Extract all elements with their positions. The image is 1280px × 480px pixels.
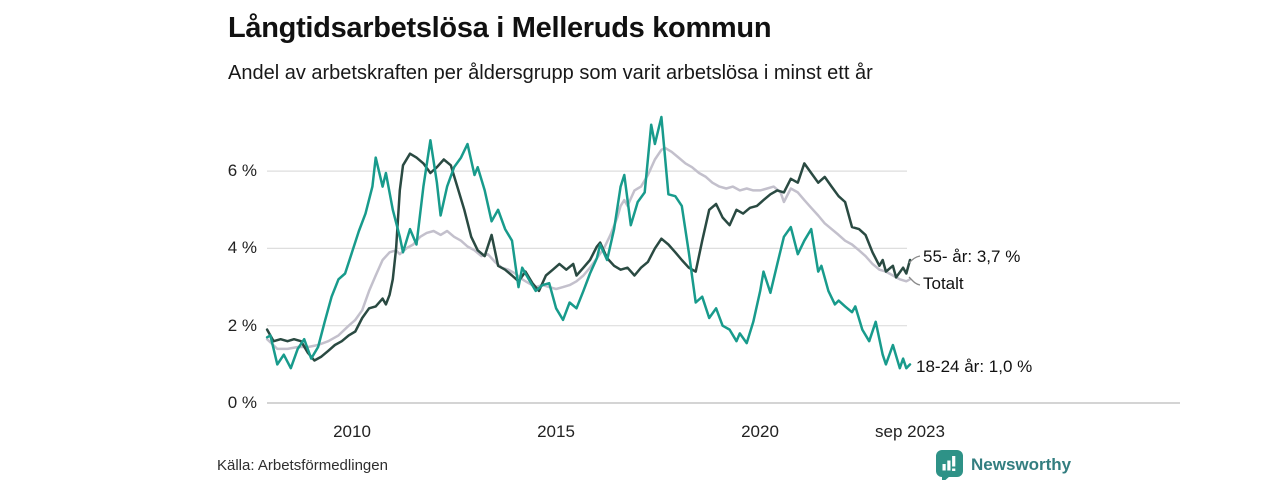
source-note: Källa: Arbetsförmedlingen [217, 457, 388, 474]
series-end-label-55: 55- år: 3,7 % [923, 247, 1021, 266]
y-tick-0: 0 % [227, 393, 257, 412]
leader-line-totalt [908, 276, 921, 286]
x-tick-sep-2023: sep 2023 [875, 422, 945, 441]
y-tick-6: 6 % [227, 161, 257, 180]
x-tick-2020: 2020 [741, 422, 779, 441]
gridlines [267, 170, 1180, 404]
y-tick-4: 4 % [227, 238, 257, 257]
y-tick-2: 2 % [227, 316, 257, 335]
chart-subtitle: Andel av arbetskraften per åldersgrupp s… [228, 62, 873, 84]
series-end-label-18-24: 18-24 år: 1,0 % [916, 357, 1033, 376]
series-line-18-24 år [265, 115, 912, 370]
series-end-label-totalt: Totalt [923, 274, 964, 293]
series-line-55- år [265, 152, 912, 362]
annotation-leader-lines [908, 255, 921, 286]
newsworthy-logo-icon [936, 450, 963, 480]
x-tick-2015: 2015 [537, 422, 575, 441]
series-line-Totalt [265, 146, 912, 351]
series-lines [265, 115, 912, 370]
newsworthy-wordmark: Newsworthy [971, 455, 1072, 474]
chart-title: Långtidsarbetslösa i Melleruds kommun [228, 12, 772, 44]
x-tick-2010: 2010 [333, 422, 371, 441]
leader-line-55 [908, 255, 921, 264]
